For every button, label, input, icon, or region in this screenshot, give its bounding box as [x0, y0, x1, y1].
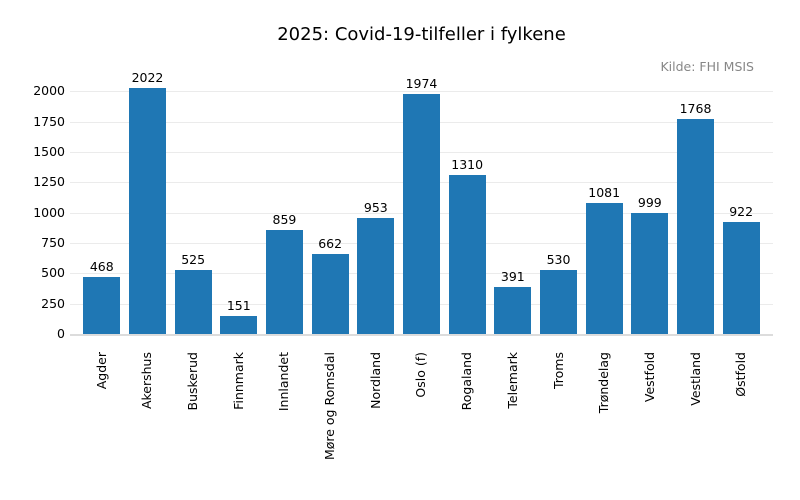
x-tick-label: Vestland: [687, 352, 703, 406]
bar: [83, 277, 121, 334]
bar: [128, 88, 166, 334]
y-tick-label: 500: [41, 265, 65, 281]
chart-title: 2025: Covid-19-tilfeller i fylkene: [277, 24, 566, 45]
x-tick-label: Akershus: [139, 352, 155, 410]
x-tick-label: Trøndelag: [596, 352, 612, 414]
bar-value-label: 391: [500, 268, 525, 284]
y-tick-label: 1750: [33, 113, 65, 129]
x-axis-line: [70, 334, 773, 336]
x-tick-label: Buskerud: [185, 352, 201, 411]
x-tick-label: Rogaland: [459, 352, 475, 411]
bar-value-label: 859: [272, 211, 297, 227]
y-tick-label: 0: [57, 326, 65, 341]
bar-value-label: 999: [637, 194, 662, 210]
x-tick-label: Troms: [550, 352, 566, 389]
y-tick-label: 1500: [33, 143, 65, 159]
x-tick-label: Østfold: [733, 352, 749, 397]
bar: [448, 174, 486, 334]
bar-value-label: 662: [318, 235, 343, 251]
bar-value-label: 1768: [679, 101, 712, 117]
bar: [220, 315, 258, 334]
bar-value-label: 2022: [131, 70, 164, 86]
x-tick-label: Finnmark: [230, 352, 246, 410]
bar: [402, 94, 440, 334]
bar-value-label: 468: [89, 259, 114, 275]
bar: [357, 218, 395, 334]
bar-value-label: 1081: [588, 184, 621, 200]
y-tick-label: 1000: [33, 204, 65, 220]
bar-value-label: 1310: [451, 156, 484, 172]
bar: [540, 269, 577, 334]
bar: [265, 229, 303, 334]
x-tick-label: Agder: [93, 352, 109, 390]
bar-value-label: 953: [363, 200, 388, 216]
y-tick-label: 750: [41, 234, 65, 250]
x-tick-label: Møre og Romsdal: [322, 352, 338, 461]
x-tick-label: Nordland: [367, 352, 383, 409]
x-tick-label: Vestfold: [641, 352, 657, 403]
bar-value-label: 1974: [405, 76, 438, 92]
bar-value-label: 525: [181, 252, 206, 268]
x-tick-label: Innlandet: [276, 352, 292, 412]
bar: [174, 270, 212, 334]
y-tick-label: 1250: [33, 174, 65, 190]
y-tick-label: 250: [41, 295, 65, 311]
bar-value-label: 530: [546, 251, 571, 267]
bar: [677, 119, 714, 334]
bar: [311, 253, 349, 334]
bar-value-label: 922: [729, 204, 754, 220]
y-tick-label: 2000: [33, 83, 65, 99]
bar: [631, 212, 669, 334]
x-tick-label: Telemark: [504, 352, 520, 409]
gridline: [70, 91, 773, 93]
bar-value-label: 151: [226, 297, 251, 313]
bar: [494, 286, 532, 334]
bar: [722, 222, 760, 334]
bar: [585, 202, 623, 334]
x-tick-label: Oslo (f): [413, 352, 429, 398]
source-annotation: Kilde: FHI MSIS: [660, 59, 754, 74]
